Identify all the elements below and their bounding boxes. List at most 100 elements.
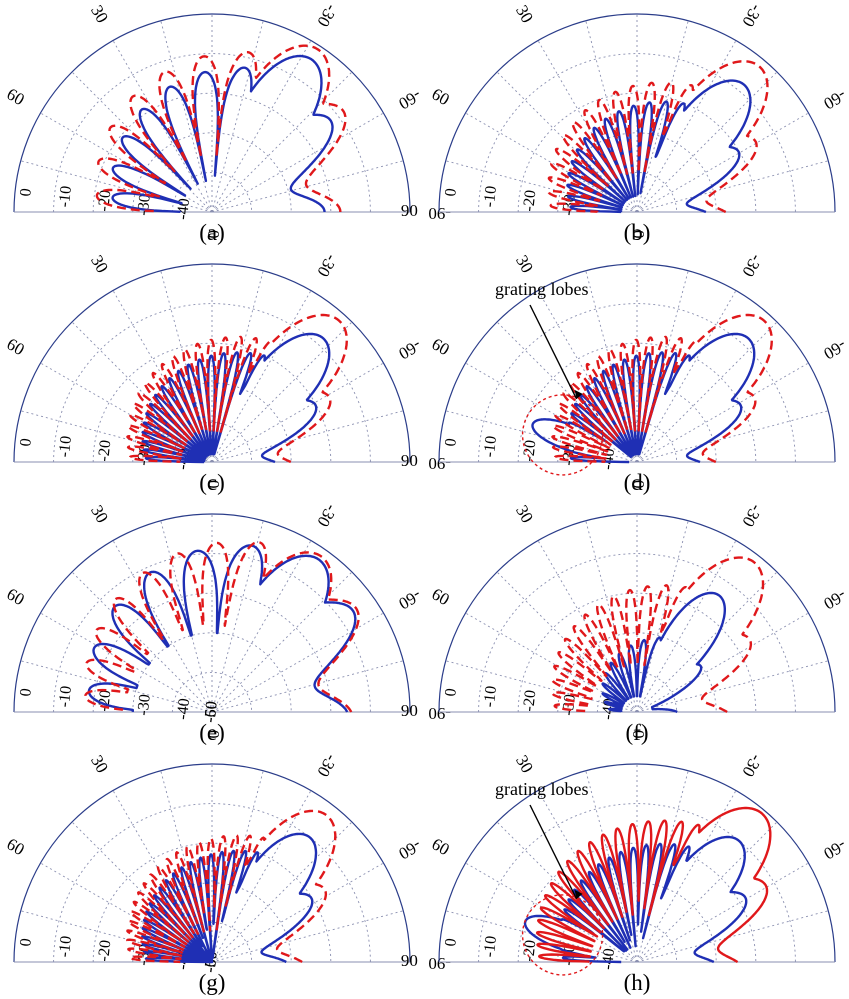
grid-spoke — [636, 160, 829, 213]
angle-label: 30 — [87, 2, 112, 26]
caption-h: (h) — [623, 970, 651, 995]
radial-label: -20 — [520, 439, 539, 462]
grid-ring — [171, 171, 253, 213]
radial-label: -20 — [520, 189, 539, 212]
grid-ring — [132, 632, 292, 713]
angle-label: 0 — [629, 230, 648, 239]
angle-label: -30 — [738, 251, 766, 280]
radial-label: -20 — [95, 189, 114, 212]
grid-spoke — [465, 362, 638, 463]
grid-ring — [596, 171, 678, 213]
annotation-text: grating lobes — [495, 279, 588, 299]
grid-spoke — [20, 910, 213, 963]
grid-spoke — [211, 71, 353, 213]
grid-spoke — [636, 112, 809, 213]
radial-label: 0 — [17, 438, 35, 448]
grid-spoke — [40, 612, 213, 713]
angle-label: 90 — [401, 951, 418, 970]
series-red-e — [84, 541, 360, 713]
series-blue-d — [531, 332, 756, 464]
angle-label: 30 — [87, 252, 112, 276]
grid-spoke — [636, 660, 829, 713]
angle-label: -30 — [738, 1, 766, 30]
grid-spoke — [465, 862, 638, 963]
grid-spoke — [636, 410, 829, 463]
grid-spoke — [211, 862, 384, 963]
grid-ring — [517, 592, 757, 713]
grid-ring — [53, 553, 371, 713]
grid-spoke — [537, 40, 638, 213]
grid-spoke — [20, 160, 213, 213]
radial-label: -20 — [520, 689, 539, 712]
radial-label: 0 — [442, 688, 460, 698]
series-red-c — [126, 313, 348, 464]
angle-label: -60 — [395, 586, 424, 614]
grid-spoke — [211, 20, 264, 213]
grid-spoke — [112, 40, 213, 213]
angle-label: 30 — [512, 502, 537, 526]
grid-ring — [132, 132, 292, 213]
angle-label: -60 — [820, 586, 849, 614]
angle-label: 90 — [401, 701, 418, 720]
radial-label: -20 — [95, 439, 114, 462]
caption-f: (f) — [625, 720, 649, 745]
caption-b: (b) — [623, 220, 651, 245]
angle-label: -60 — [395, 836, 424, 864]
grid-ring — [171, 921, 253, 963]
radial-label: -40 — [599, 948, 618, 971]
radial-label: 0 — [442, 938, 460, 948]
annotation-text: grating lobes — [495, 779, 588, 799]
angle-label: 0 — [629, 730, 648, 739]
series-red-g — [126, 809, 337, 964]
angle-label: 60 — [3, 834, 27, 859]
grid-spoke — [211, 160, 404, 213]
angle-label: 0 — [204, 480, 223, 489]
series-blue-h — [523, 835, 748, 964]
grid-spoke — [211, 612, 384, 713]
angle-label: 90 — [401, 451, 418, 470]
radial-label: -20 — [520, 939, 539, 962]
caption-c: (c) — [199, 470, 225, 495]
grid-spoke — [211, 910, 404, 963]
grid-spoke — [112, 290, 213, 463]
grid-spoke — [211, 571, 353, 713]
arrow-head — [574, 889, 583, 899]
grid-ring — [132, 882, 292, 963]
radial-label: -10 — [481, 935, 500, 958]
grid-ring — [53, 53, 371, 213]
grid-spoke — [636, 40, 737, 213]
radial-label: -10 — [481, 435, 500, 458]
angle-label: -90 — [428, 954, 451, 973]
grid-spoke — [211, 660, 404, 713]
grid-ring — [92, 592, 332, 713]
caption-e: (e) — [199, 720, 225, 745]
grid-spoke — [537, 290, 638, 463]
outer-circle — [438, 263, 836, 463]
grid-spoke — [40, 362, 213, 463]
radial-label: -10 — [56, 685, 75, 708]
grid-ring — [478, 803, 796, 963]
grid-spoke — [465, 612, 638, 713]
angle-label: -30 — [313, 1, 341, 30]
grid-spoke — [211, 790, 312, 963]
caption-g: (g) — [198, 970, 226, 995]
grid-ring — [132, 382, 292, 463]
grid-ring — [478, 303, 796, 463]
angle-label: -90 — [428, 454, 451, 473]
angle-label: -30 — [313, 251, 341, 280]
grid-spoke — [636, 520, 689, 713]
annotation-arrow — [529, 804, 578, 900]
angle-label: 60 — [428, 84, 452, 109]
grid-spoke — [160, 20, 213, 213]
angle-label: 30 — [512, 752, 537, 776]
grid-spoke — [20, 410, 213, 463]
